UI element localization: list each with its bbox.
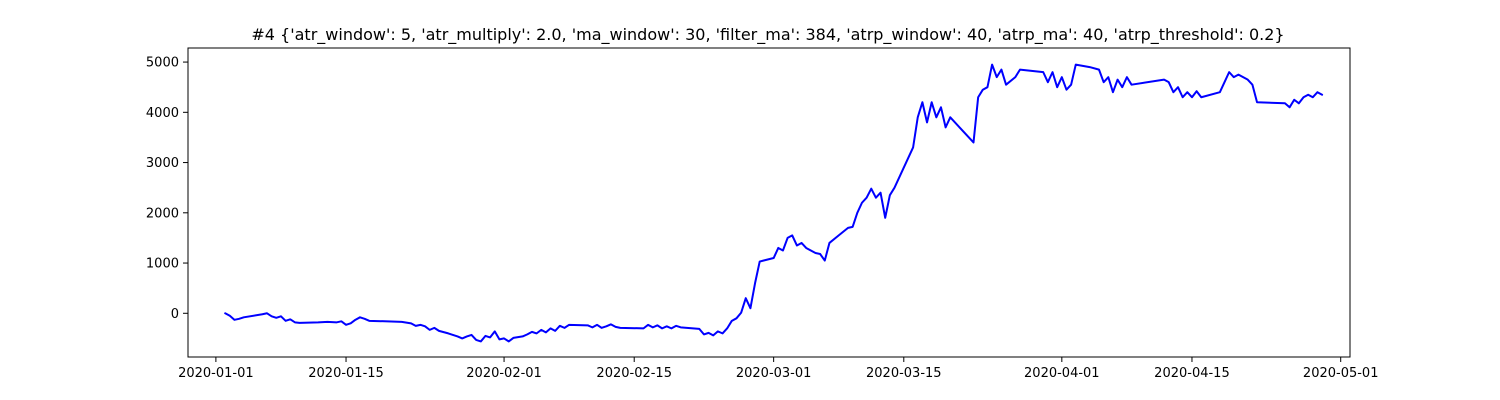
series-line-0 [224, 63, 1324, 343]
x-tick-label: 2020-02-01 [466, 366, 542, 381]
x-axis: 2020-01-01 2020-01-15 2020-02-01 2020-02-15… [178, 357, 1378, 381]
x-tick-label: 2020-02-15 [596, 366, 672, 381]
series-group [224, 63, 1324, 343]
x-tick-label: 2020-04-01 [1024, 366, 1100, 381]
y-tick-label: 1000 [146, 257, 179, 272]
x-tick-label: 2020-05-01 [1303, 366, 1379, 381]
y-axis: 0 1000 2000 3000 4000 5000 [146, 56, 188, 322]
y-tick-label: 2000 [146, 206, 179, 221]
plot-area-frame [187, 47, 1351, 358]
y-tick-label: 4000 [146, 106, 179, 121]
chart-title: #4 {'atr_window': 5, 'atr_multiply': 2.0… [251, 25, 1284, 45]
y-tick-label: 0 [171, 307, 179, 322]
x-tick-label: 2020-03-15 [866, 366, 942, 381]
y-tick-label: 5000 [146, 56, 179, 71]
x-tick-label: 2020-01-01 [178, 366, 254, 381]
y-tick-label: 3000 [146, 156, 179, 171]
x-tick-label: 2020-01-15 [308, 366, 384, 381]
x-tick-label: 2020-03-01 [736, 366, 812, 381]
x-tick-label: 2020-04-15 [1154, 366, 1230, 381]
